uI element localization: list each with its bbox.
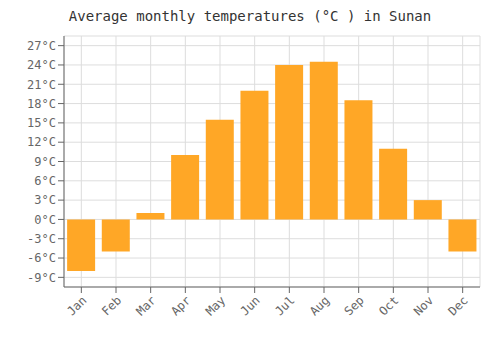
svg-text:0°C: 0°C	[34, 213, 56, 227]
svg-text:9°C: 9°C	[34, 155, 56, 169]
svg-text:Jan: Jan	[64, 293, 89, 318]
svg-text:Apr: Apr	[168, 293, 193, 318]
svg-text:18°C: 18°C	[27, 97, 56, 111]
svg-text:May: May	[203, 293, 228, 318]
html-text:Average monthly temperatures (: Average monthly temperatures (°C ) in Su…	[68, 8, 432, 24]
svg-text:21°C: 21°C	[27, 78, 56, 92]
svg-text:Aug: Aug	[307, 293, 332, 318]
svg-text:12°C: 12°C	[27, 135, 56, 149]
svg-text:Feb: Feb	[99, 293, 124, 318]
svg-text:-9°C: -9°C	[27, 271, 56, 285]
svg-text:27°C: 27°C	[27, 39, 56, 53]
svg-text:Dec: Dec	[446, 293, 471, 318]
svg-text:Mar: Mar	[134, 293, 159, 318]
svg-text:15°C: 15°C	[27, 116, 56, 130]
svg-text:Sep: Sep	[342, 293, 367, 318]
svg-text:Jun: Jun	[238, 293, 263, 318]
svg-text:-3°C: -3°C	[27, 232, 56, 246]
svg-text:Nov: Nov	[411, 293, 436, 318]
svg-text:Oct: Oct	[376, 293, 401, 318]
svg-text:24°C: 24°C	[27, 58, 56, 72]
svg-text:6°C: 6°C	[34, 174, 56, 188]
svg-text:Jul: Jul	[272, 293, 297, 318]
svg-text:-6°C: -6°C	[27, 251, 56, 265]
svg-text:3°C: 3°C	[34, 193, 56, 207]
